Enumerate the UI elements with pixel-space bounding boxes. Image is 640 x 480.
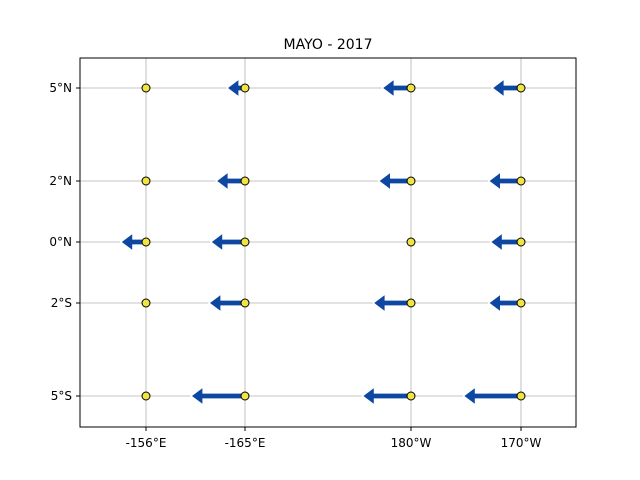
y-tick-label: 0°N — [49, 235, 72, 249]
wind-arrow — [487, 170, 522, 192]
station-marker — [141, 391, 151, 401]
x-tick-label: 180°W — [391, 436, 432, 450]
plot-frame — [79, 57, 577, 428]
x-tick-label: -165°E — [225, 436, 266, 450]
station-marker — [240, 176, 250, 186]
wind-arrow — [190, 385, 246, 407]
y-axis-ticks: 5°N 2°N 0°N 2°S 5°S — [49, 81, 80, 403]
station-marker — [141, 237, 151, 247]
station-marker — [516, 391, 526, 401]
y-tick-label: 2°N — [49, 174, 72, 188]
station-marker — [141, 83, 151, 93]
station-marker — [240, 298, 250, 308]
station-marker — [406, 298, 416, 308]
station-marker — [406, 83, 416, 93]
x-tick-label: -156°E — [126, 436, 167, 450]
x-axis-ticks: -156°E -165°E 180°W 170°W — [126, 427, 542, 450]
wind-arrow — [208, 292, 246, 314]
chart-title: MAYO - 2017 — [284, 37, 373, 53]
station-marker — [406, 237, 416, 247]
station-marker — [516, 237, 526, 247]
vectors — [119, 77, 526, 407]
x-tick-label: 170°W — [501, 436, 542, 450]
y-tick-label: 5°S — [51, 389, 72, 403]
y-tick-label: 2°S — [51, 296, 72, 310]
station-marker — [240, 391, 250, 401]
wind-arrow — [487, 292, 522, 314]
station-marker — [240, 83, 250, 93]
wind-arrow — [489, 231, 522, 253]
station-marker — [240, 237, 250, 247]
station-marker — [516, 83, 526, 93]
station-marker — [141, 298, 151, 308]
wind-arrow — [361, 385, 412, 407]
wind-arrow — [462, 385, 522, 407]
wind-arrow — [372, 292, 412, 314]
station-marker — [516, 298, 526, 308]
y-tick-label: 5°N — [49, 81, 72, 95]
wind-arrow — [377, 170, 412, 192]
station-marker — [406, 176, 416, 186]
wind-arrow — [209, 231, 246, 253]
station-marker — [516, 176, 526, 186]
station-marker — [406, 391, 416, 401]
station-marker — [141, 176, 151, 186]
